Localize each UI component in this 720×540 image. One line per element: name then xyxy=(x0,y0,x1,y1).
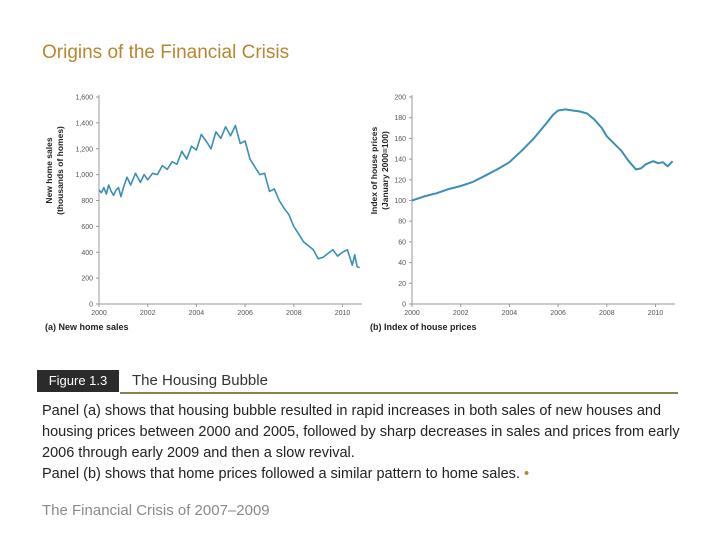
x-tick-label: 2006 xyxy=(550,310,566,317)
y-tick-label: 180 xyxy=(394,115,406,122)
footer-text: The Financial Crisis of 2007–2009 xyxy=(42,502,270,519)
x-tick-label: 2002 xyxy=(140,310,156,317)
y-tick-label: 1,600 xyxy=(75,95,93,102)
panel-label: (b) Index of house prices xyxy=(370,322,477,332)
x-tick-label: 2000 xyxy=(404,310,420,317)
caption-b-text: Panel (b) shows that home prices followe… xyxy=(42,466,520,482)
panel-b-house-prices: 0 20 40 60 80 100 120 140 160 180 200 2000 2002 2004 2… xyxy=(369,95,675,332)
y-tick-label: 600 xyxy=(81,224,93,231)
y-tick-label: 1,000 xyxy=(75,172,93,179)
figure-label: Figure 1.3 xyxy=(37,370,119,392)
y-tick-label: 80 xyxy=(398,219,406,226)
x-tick-label: 2008 xyxy=(599,310,615,317)
y-tick-label: 200 xyxy=(394,95,406,102)
y-tick-label: 0 xyxy=(402,302,406,309)
y-axis-label-line-2: (January 2000=100) xyxy=(380,131,390,210)
slide-title: Origins of the Financial Crisis xyxy=(42,42,290,63)
y-tick-label: 160 xyxy=(394,136,406,143)
caption-bullet: • xyxy=(523,466,530,482)
figure-rule xyxy=(120,392,678,394)
x-tick-label: 2004 xyxy=(502,310,518,317)
x-tick-label: 2006 xyxy=(237,310,253,317)
panel-a-new-home-sales: 0 200 400 600 800 1,000 1,200 1,400 1,600 2000 200… xyxy=(44,95,362,332)
y-tick-label: 20 xyxy=(398,281,406,288)
y-tick-label: 1,200 xyxy=(75,146,93,153)
series-line xyxy=(98,124,360,269)
x-tick-label: 2010 xyxy=(648,310,664,317)
series-line xyxy=(411,108,674,202)
caption-main: Panel (a) shows that housing bubble resu… xyxy=(42,403,680,461)
x-tick-label: 2004 xyxy=(189,310,205,317)
x-tick-label: 2000 xyxy=(91,310,107,317)
caption-panel-b: Panel (b) shows that home prices followe… xyxy=(42,464,682,485)
y-tick-label: 0 xyxy=(89,302,93,309)
y-axis-label-line-1: Index of house prices xyxy=(369,127,379,215)
panel-label: (a) New home sales xyxy=(45,322,129,332)
y-tick-label: 120 xyxy=(394,177,406,184)
y-axis-label: Index of house prices(January 2000=100) xyxy=(369,127,390,215)
y-tick-label: 60 xyxy=(398,239,406,246)
x-tick-label: 2008 xyxy=(286,310,302,317)
figure-title: The Housing Bubble xyxy=(132,372,268,389)
x-tick-label: 2002 xyxy=(453,310,469,317)
figure-caption: Panel (a) shows that housing bubble resu… xyxy=(42,401,682,485)
y-tick-label: 200 xyxy=(81,276,93,283)
y-tick-label: 400 xyxy=(81,250,93,257)
y-tick-label: 100 xyxy=(394,198,406,205)
y-tick-label: 40 xyxy=(398,260,406,267)
y-tick-label: 1,400 xyxy=(75,120,93,127)
y-axis-label-line-1: New home sales xyxy=(44,137,54,203)
y-tick-label: 800 xyxy=(81,198,93,205)
y-axis-label-line-2: (thousands of homes) xyxy=(55,126,65,215)
y-axis-label: New home sales(thousands of homes) xyxy=(44,126,65,215)
y-tick-label: 140 xyxy=(394,157,406,164)
x-tick-label: 2010 xyxy=(335,310,351,317)
